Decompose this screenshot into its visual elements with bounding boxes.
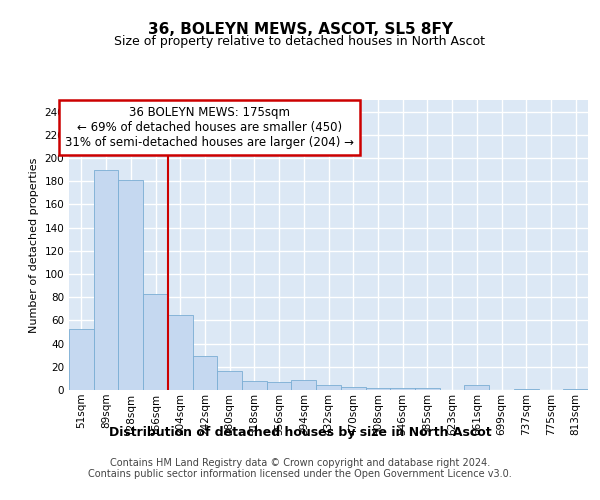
Bar bbox=[514, 389, 539, 390]
Bar bbox=[415, 388, 440, 390]
Bar bbox=[69, 328, 94, 390]
Text: 36 BOLEYN MEWS: 175sqm
← 69% of detached houses are smaller (450)
31% of semi-de: 36 BOLEYN MEWS: 175sqm ← 69% of detached… bbox=[65, 106, 353, 149]
Bar bbox=[267, 382, 292, 390]
Bar bbox=[390, 388, 415, 390]
Bar bbox=[292, 380, 316, 390]
Text: Size of property relative to detached houses in North Ascot: Size of property relative to detached ho… bbox=[115, 35, 485, 48]
Bar bbox=[316, 386, 341, 390]
Bar bbox=[464, 386, 489, 390]
Bar bbox=[143, 294, 168, 390]
Bar bbox=[341, 386, 365, 390]
Text: Contains public sector information licensed under the Open Government Licence v3: Contains public sector information licen… bbox=[88, 469, 512, 479]
Text: Contains HM Land Registry data © Crown copyright and database right 2024.: Contains HM Land Registry data © Crown c… bbox=[110, 458, 490, 468]
Bar bbox=[118, 180, 143, 390]
Bar bbox=[94, 170, 118, 390]
Bar bbox=[365, 388, 390, 390]
Bar bbox=[563, 389, 588, 390]
Y-axis label: Number of detached properties: Number of detached properties bbox=[29, 158, 39, 332]
Bar bbox=[217, 372, 242, 390]
Bar bbox=[242, 380, 267, 390]
Text: 36, BOLEYN MEWS, ASCOT, SL5 8FY: 36, BOLEYN MEWS, ASCOT, SL5 8FY bbox=[148, 22, 452, 38]
Bar bbox=[193, 356, 217, 390]
Bar bbox=[168, 314, 193, 390]
Text: Distribution of detached houses by size in North Ascot: Distribution of detached houses by size … bbox=[109, 426, 491, 439]
